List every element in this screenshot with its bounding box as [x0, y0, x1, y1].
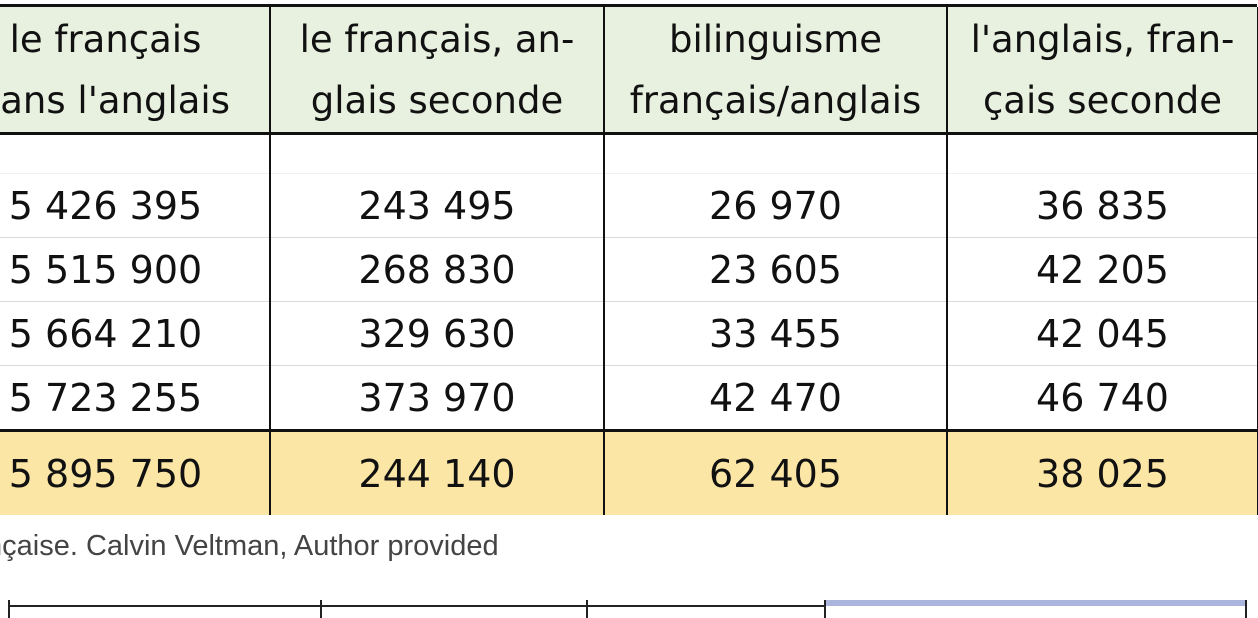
- nav-active-segment[interactable]: [826, 600, 1246, 606]
- table-cell: 42 045: [946, 301, 1258, 366]
- table-cell: 268 830: [269, 237, 605, 302]
- table-cell: 5 723 255: [0, 365, 271, 432]
- total-cell: 62 405: [603, 430, 948, 515]
- header-anglais-francais-seconde: l'anglais, fran- çais seconde: [946, 7, 1258, 135]
- table-cell: 33 455: [603, 301, 948, 366]
- table-cell: 373 970: [269, 365, 605, 432]
- header-francais-anglais-seconde: le français, an- glais seconde: [269, 7, 605, 135]
- nav-tick[interactable]: [8, 600, 10, 618]
- table-cell: 42 205: [946, 237, 1258, 302]
- table-cell: 5 426 395: [0, 173, 271, 238]
- header-francais-sans-anglais: le français sans l'anglais: [0, 7, 271, 135]
- table-cell: 42 470: [603, 365, 948, 432]
- table-cell: 243 495: [269, 173, 605, 238]
- table-spacer-row: [0, 133, 1258, 174]
- carousel-nav[interactable]: [8, 600, 1248, 618]
- nav-tick[interactable]: [586, 600, 588, 618]
- total-cell: 38 025: [946, 430, 1258, 515]
- image-caption: nçaise. Calvin Veltman, Author provided: [0, 530, 499, 562]
- header-bilinguisme: bilinguisme français/anglais: [603, 7, 948, 135]
- table-cell: 23 605: [603, 237, 948, 302]
- nav-track: [8, 605, 826, 607]
- table-total-row: 5 895 750 244 140 62 405 38 025: [0, 430, 1258, 515]
- table-cell: 5 515 900: [0, 237, 271, 302]
- table-cell: 329 630: [269, 301, 605, 366]
- table-row: 5 515 900 268 830 23 605 42 205: [0, 237, 1258, 302]
- language-table: le français sans l'anglais le français, …: [0, 7, 1258, 515]
- total-cell: 5 895 750: [0, 430, 271, 515]
- nav-tick[interactable]: [1245, 600, 1247, 618]
- language-table-image: le français sans l'anglais le français, …: [0, 4, 1258, 515]
- nav-tick[interactable]: [824, 600, 826, 618]
- table-header-row: le français sans l'anglais le français, …: [0, 7, 1258, 135]
- table-cell: 46 740: [946, 365, 1258, 432]
- table-cell: 5 664 210: [0, 301, 271, 366]
- table-cell: 36 835: [946, 173, 1258, 238]
- nav-tick[interactable]: [320, 600, 322, 618]
- table-row: 5 723 255 373 970 42 470 46 740: [0, 365, 1258, 432]
- table-row: 5 426 395 243 495 26 970 36 835: [0, 173, 1258, 238]
- table-cell: 26 970: [603, 173, 948, 238]
- total-cell: 244 140: [269, 430, 605, 515]
- table-row: 5 664 210 329 630 33 455 42 045: [0, 301, 1258, 366]
